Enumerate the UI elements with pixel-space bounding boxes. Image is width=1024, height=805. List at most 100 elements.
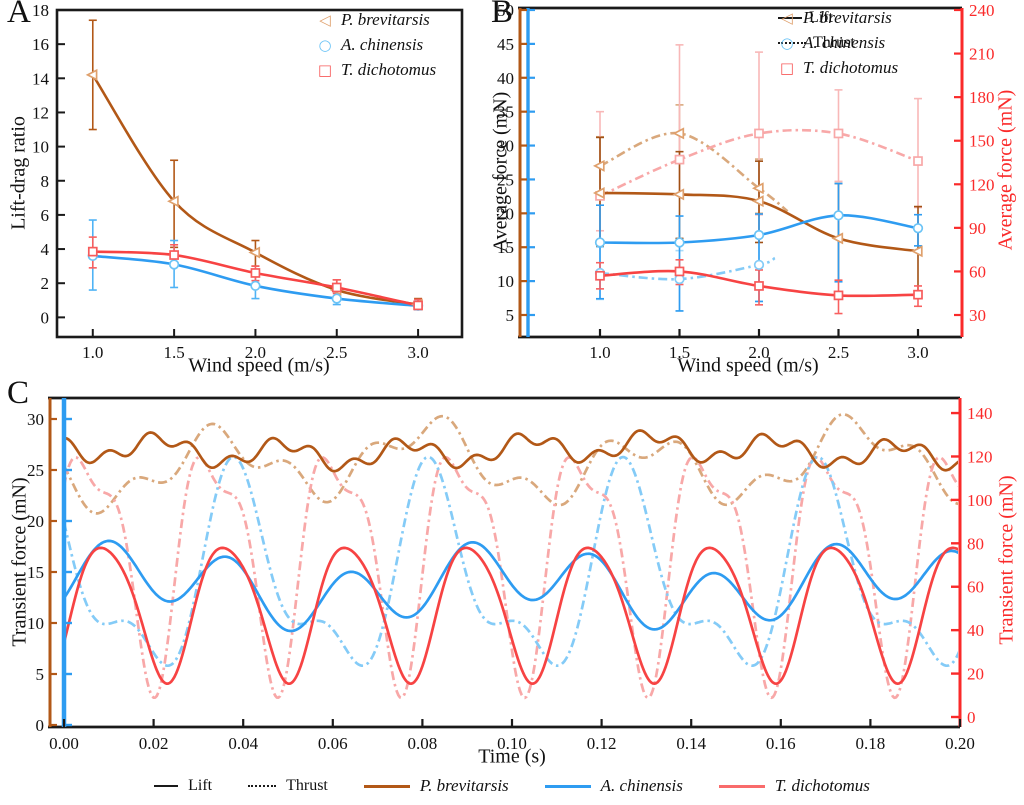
svg-text:90: 90	[969, 219, 986, 238]
species-label: P. brevitarsis	[341, 10, 430, 29]
panel-b-x-axis-title: Wind speed (m/s)	[677, 354, 819, 377]
line-type-label: Thrust	[286, 777, 328, 794]
svg-text:0.04: 0.04	[228, 734, 258, 753]
svg-text:30: 30	[27, 410, 44, 429]
svg-text:100: 100	[967, 491, 993, 510]
svg-text:0.10: 0.10	[497, 734, 527, 753]
svg-text:50: 50	[497, 1, 514, 20]
panel-b-letter: B	[491, 0, 514, 30]
svg-text:25: 25	[27, 461, 44, 480]
svg-text:8: 8	[41, 172, 50, 191]
svg-text:3.0: 3.0	[907, 343, 928, 362]
svg-text:0: 0	[36, 716, 45, 735]
svg-text:15: 15	[497, 238, 514, 257]
legend-item: ○ A. chinensis	[316, 33, 436, 57]
species-label: P. brevitarsis	[803, 8, 892, 27]
panel-c-y-axis-title-left: Transient force (mN)	[8, 477, 31, 647]
legend-item: A. chinensis	[544, 776, 683, 796]
species-label: T. dichotomus	[803, 58, 899, 77]
species-marker-icon: □	[317, 60, 333, 79]
species-label: A. chinensis	[341, 35, 424, 54]
svg-text:10: 10	[32, 138, 49, 157]
species-label: T. dichotomus	[341, 60, 437, 79]
svg-text:2.0: 2.0	[748, 343, 769, 362]
species-label: P. brevitarsis	[419, 776, 509, 795]
svg-text:2.5: 2.5	[828, 343, 849, 362]
species-label: T. dichotomus	[774, 776, 870, 795]
svg-text:25: 25	[497, 170, 514, 189]
legend-item: Lift	[778, 6, 855, 30]
svg-text:3.0: 3.0	[407, 343, 428, 362]
svg-text:10: 10	[27, 614, 44, 633]
svg-text:40: 40	[967, 621, 984, 640]
species-column: ◁ P. brevitarsis ○ A. chinensis □ T. dichotom…	[778, 6, 898, 80]
panel-a-legend: ◁ P. brevitarsis ○ A. chinensis □ T. dichotom…	[316, 8, 436, 82]
panel-c-plot: 0 5 10 15 20 25 30 0 20 40 60 80 100 120 140 0.00 0.02 0.…	[27, 396, 993, 753]
panel-a-plot: 0 2 4 6 8 10 12 14 16 18 1.0 1.5 2.0 2.5 3.0	[32, 1, 464, 362]
panel-b-plot: 5 10 15 20 25 30 35 40 45 50 30 60 90 120 150 180 210 240…	[497, 1, 995, 362]
species-line-swatch	[718, 784, 765, 788]
svg-text:30: 30	[497, 137, 514, 156]
legend-item: □ T. dichotomus	[316, 58, 436, 82]
svg-text:0.18: 0.18	[856, 734, 886, 753]
svg-text:0.20: 0.20	[945, 734, 975, 753]
svg-text:0.06: 0.06	[318, 734, 348, 753]
svg-text:180: 180	[969, 88, 995, 107]
legend-item: Thrust	[248, 777, 328, 795]
svg-text:150: 150	[969, 132, 995, 151]
svg-text:120: 120	[969, 175, 995, 194]
svg-text:1.0: 1.0	[589, 343, 610, 362]
svg-text:0.12: 0.12	[587, 734, 617, 753]
panel-a-y-axis-title: Lift-drag ratio	[7, 116, 30, 230]
svg-text:2.0: 2.0	[245, 343, 266, 362]
panel-c-y-axis-title-right: Transient force (mN)	[995, 475, 1018, 645]
legend-item: T. dichotomus	[718, 776, 870, 796]
svg-text:1.5: 1.5	[163, 343, 184, 362]
svg-text:18: 18	[32, 1, 49, 20]
svg-text:16: 16	[32, 35, 49, 54]
svg-text:0.16: 0.16	[766, 734, 796, 753]
svg-text:0.14: 0.14	[676, 734, 706, 753]
solid-line-swatch	[778, 17, 802, 19]
panel-a-letter: A	[7, 0, 31, 30]
svg-text:2: 2	[41, 274, 50, 293]
svg-text:1.0: 1.0	[82, 343, 103, 362]
panel-c-letter: C	[7, 375, 30, 411]
svg-text:5: 5	[506, 306, 515, 325]
svg-text:20: 20	[497, 204, 514, 223]
dotted-line-swatch	[778, 42, 806, 44]
line-type-label: Lift	[809, 9, 833, 26]
legend-item: ○ A. chinensis	[778, 31, 898, 55]
legend-item: ◁ P. brevitarsis	[778, 6, 898, 30]
svg-text:0.02: 0.02	[139, 734, 169, 753]
svg-text:140: 140	[967, 404, 993, 423]
species-marker-icon: ◁	[781, 8, 793, 27]
legend-item: □ T. dichotomus	[778, 56, 898, 80]
solid-line-swatch	[154, 785, 179, 787]
species-marker-icon: □	[779, 58, 795, 77]
svg-text:240: 240	[969, 1, 995, 20]
svg-text:0.00: 0.00	[49, 734, 79, 753]
svg-text:40: 40	[497, 69, 514, 88]
bottom-legend: Lift Thrust P. brevitarsis A. chinensis T. d…	[0, 776, 1024, 796]
species-line-swatch	[544, 784, 591, 788]
dotted-line-swatch	[248, 785, 277, 787]
svg-text:45: 45	[497, 35, 514, 54]
svg-text:210: 210	[969, 45, 995, 64]
line-type-column: Lift Thrust	[778, 6, 855, 55]
panel-b-y-axis-title-right: Average force (mN)	[994, 89, 1017, 251]
panel-a-x-axis-title: Wind speed (m/s)	[188, 354, 330, 377]
svg-text:2.5: 2.5	[326, 343, 347, 362]
legend-item: Lift	[154, 777, 212, 795]
svg-text:20: 20	[27, 512, 44, 531]
svg-text:15: 15	[27, 563, 44, 582]
svg-text:0.08: 0.08	[408, 734, 438, 753]
svg-text:0: 0	[41, 308, 50, 327]
svg-text:80: 80	[967, 534, 984, 553]
svg-text:14: 14	[32, 69, 50, 88]
svg-text:0: 0	[967, 708, 976, 727]
species-marker-icon: ○	[780, 33, 794, 52]
svg-text:20: 20	[967, 665, 984, 684]
legend-item: P. brevitarsis	[363, 776, 509, 796]
svg-text:12: 12	[32, 103, 49, 122]
